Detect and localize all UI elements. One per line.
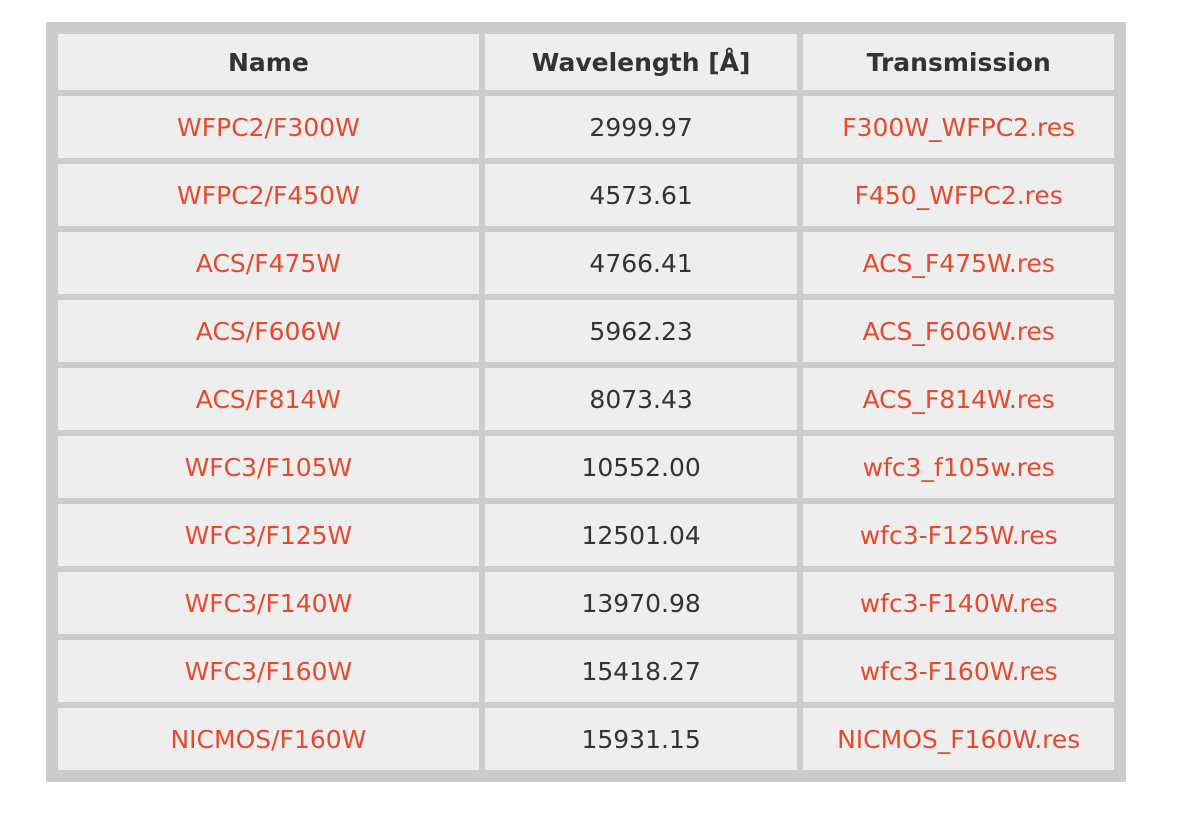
table-row: ACS/F814W 8073.43 ACS_F814W.res bbox=[58, 368, 1114, 430]
cell-wavelength: 10552.00 bbox=[484, 436, 798, 498]
cell-wavelength: 4766.41 bbox=[484, 232, 798, 294]
filter-name-link[interactable]: WFPC2/F300W bbox=[177, 112, 360, 142]
cell-wavelength: 15931.15 bbox=[484, 708, 798, 770]
column-header-name: Name bbox=[58, 34, 479, 90]
transmission-file-link[interactable]: wfc3-F125W.res bbox=[859, 520, 1058, 550]
filter-name-link[interactable]: WFC3/F140W bbox=[184, 588, 353, 618]
cell-name: WFPC2/F450W bbox=[58, 164, 479, 226]
cell-wavelength: 2999.97 bbox=[484, 96, 798, 158]
cell-name: NICMOS/F160W bbox=[58, 708, 479, 770]
cell-name: WFC3/F105W bbox=[58, 436, 479, 498]
column-header-wavelength: Wavelength [Å] bbox=[484, 34, 798, 90]
transmission-file-link[interactable]: wfc3-F140W.res bbox=[859, 588, 1058, 618]
table-row: ACS/F475W 4766.41 ACS_F475W.res bbox=[58, 232, 1114, 294]
cell-name: WFC3/F160W bbox=[58, 640, 479, 702]
table-row: NICMOS/F160W 15931.15 NICMOS_F160W.res bbox=[58, 708, 1114, 770]
cell-wavelength: 13970.98 bbox=[484, 572, 798, 634]
table-row: WFPC2/F450W 4573.61 F450_WFPC2.res bbox=[58, 164, 1114, 226]
table-row: WFC3/F160W 15418.27 wfc3-F160W.res bbox=[58, 640, 1114, 702]
filter-name-link[interactable]: WFC3/F160W bbox=[184, 656, 353, 686]
cell-name: WFC3/F140W bbox=[58, 572, 479, 634]
cell-transmission: F300W_WFPC2.res bbox=[803, 96, 1114, 158]
filter-name-link[interactable]: WFPC2/F450W bbox=[177, 180, 360, 210]
table-row: WFC3/F125W 12501.04 wfc3-F125W.res bbox=[58, 504, 1114, 566]
transmission-file-link[interactable]: ACS_F475W.res bbox=[862, 248, 1055, 278]
filter-name-link[interactable]: ACS/F606W bbox=[195, 316, 342, 346]
transmission-file-link[interactable]: ACS_F606W.res bbox=[862, 316, 1055, 346]
filter-table-container: Name Wavelength [Å] Transmission WFPC2/F… bbox=[46, 22, 1126, 782]
cell-name: ACS/F814W bbox=[58, 368, 479, 430]
cell-wavelength: 8073.43 bbox=[484, 368, 798, 430]
table-row: WFC3/F105W 10552.00 wfc3_f105w.res bbox=[58, 436, 1114, 498]
table-row: ACS/F606W 5962.23 ACS_F606W.res bbox=[58, 300, 1114, 362]
cell-transmission: ACS_F814W.res bbox=[803, 368, 1114, 430]
cell-transmission: wfc3-F140W.res bbox=[803, 572, 1114, 634]
cell-transmission: wfc3_f105w.res bbox=[803, 436, 1114, 498]
filter-table: Name Wavelength [Å] Transmission WFPC2/F… bbox=[52, 28, 1120, 776]
cell-name: WFPC2/F300W bbox=[58, 96, 479, 158]
column-header-transmission: Transmission bbox=[803, 34, 1114, 90]
cell-wavelength: 4573.61 bbox=[484, 164, 798, 226]
cell-wavelength: 5962.23 bbox=[484, 300, 798, 362]
table-header-row: Name Wavelength [Å] Transmission bbox=[58, 34, 1114, 90]
transmission-file-link[interactable]: F300W_WFPC2.res bbox=[842, 112, 1076, 142]
cell-transmission: F450_WFPC2.res bbox=[803, 164, 1114, 226]
filter-name-link[interactable]: NICMOS/F160W bbox=[170, 724, 367, 754]
filter-name-link[interactable]: WFC3/F105W bbox=[184, 452, 353, 482]
cell-wavelength: 12501.04 bbox=[484, 504, 798, 566]
cell-transmission: ACS_F475W.res bbox=[803, 232, 1114, 294]
cell-transmission: wfc3-F160W.res bbox=[803, 640, 1114, 702]
table-row: WFC3/F140W 13970.98 wfc3-F140W.res bbox=[58, 572, 1114, 634]
transmission-file-link[interactable]: wfc3-F160W.res bbox=[859, 656, 1058, 686]
cell-name: WFC3/F125W bbox=[58, 504, 479, 566]
filter-name-link[interactable]: ACS/F814W bbox=[195, 384, 342, 414]
table-row: WFPC2/F300W 2999.97 F300W_WFPC2.res bbox=[58, 96, 1114, 158]
filter-name-link[interactable]: ACS/F475W bbox=[195, 248, 342, 278]
filter-name-link[interactable]: WFC3/F125W bbox=[184, 520, 353, 550]
cell-wavelength: 15418.27 bbox=[484, 640, 798, 702]
cell-transmission: ACS_F606W.res bbox=[803, 300, 1114, 362]
transmission-file-link[interactable]: NICMOS_F160W.res bbox=[837, 724, 1081, 754]
transmission-file-link[interactable]: F450_WFPC2.res bbox=[854, 180, 1063, 210]
cell-name: ACS/F475W bbox=[58, 232, 479, 294]
cell-transmission: NICMOS_F160W.res bbox=[803, 708, 1114, 770]
cell-transmission: wfc3-F125W.res bbox=[803, 504, 1114, 566]
transmission-file-link[interactable]: wfc3_f105w.res bbox=[862, 452, 1055, 482]
cell-name: ACS/F606W bbox=[58, 300, 479, 362]
transmission-file-link[interactable]: ACS_F814W.res bbox=[862, 384, 1055, 414]
